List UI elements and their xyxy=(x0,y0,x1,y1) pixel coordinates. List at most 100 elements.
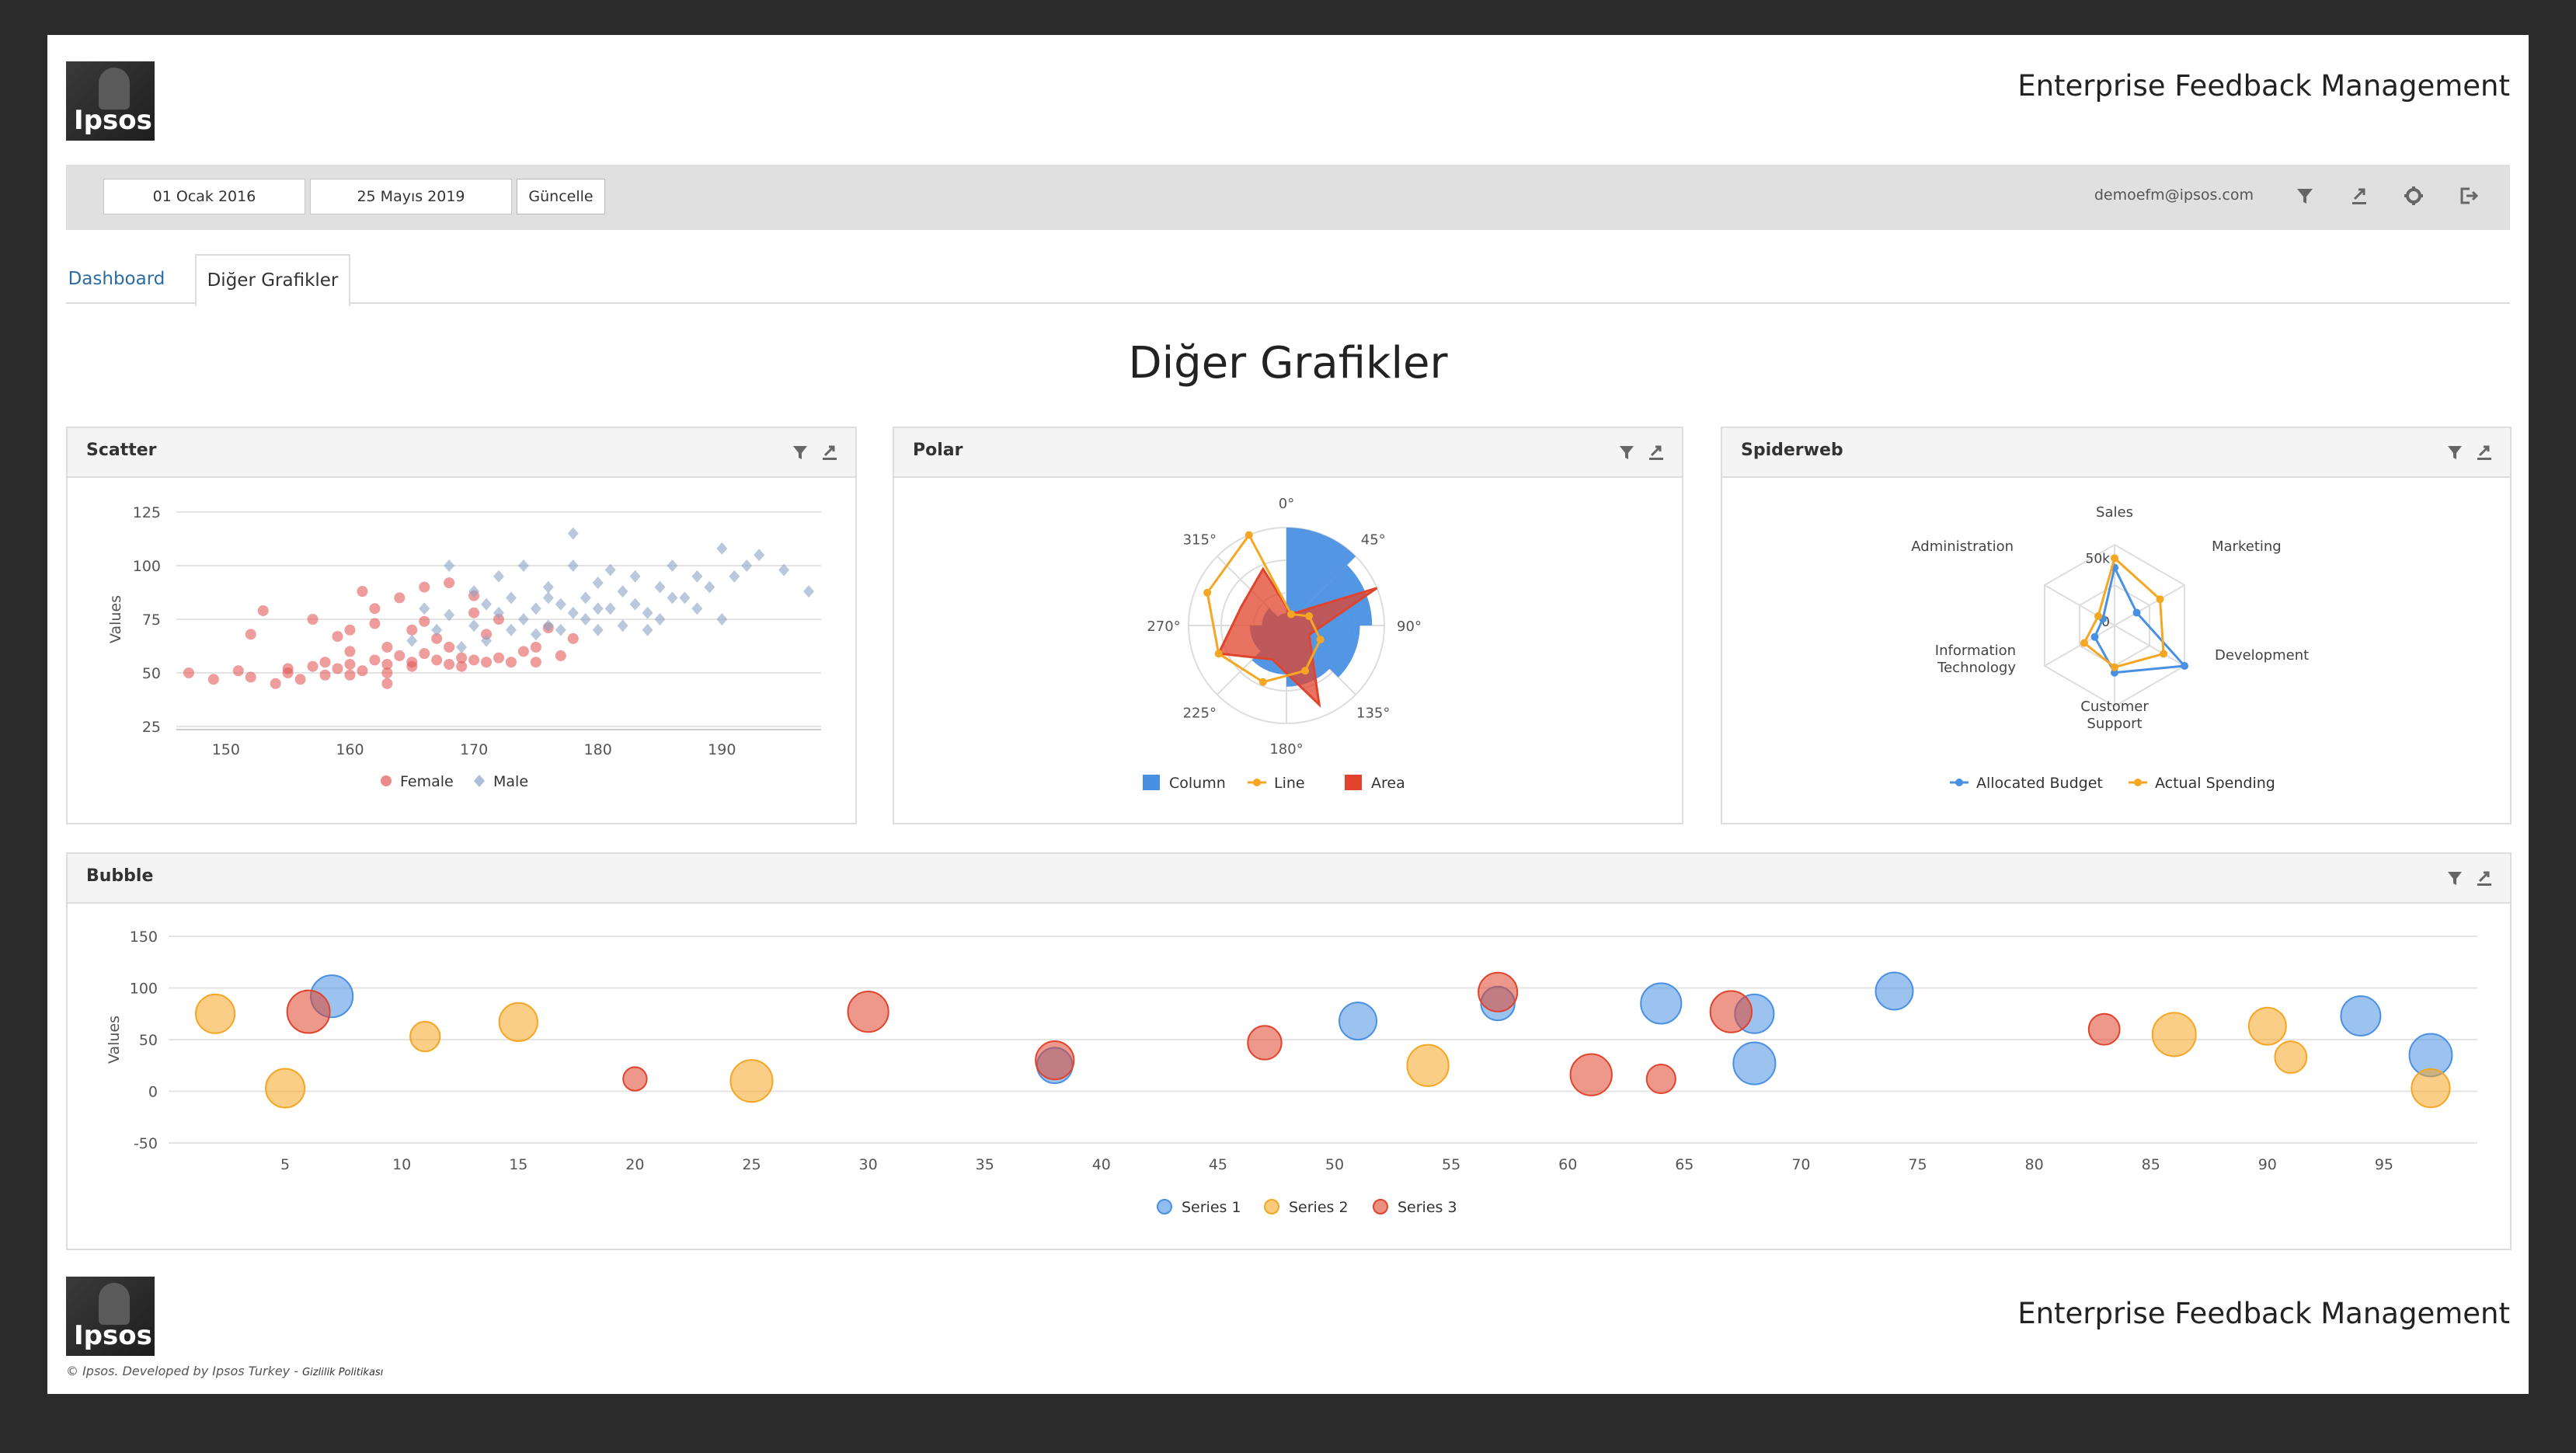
scatter-point-male xyxy=(555,598,566,611)
bubble-point-series-1 xyxy=(1732,1041,1777,1085)
x-tick-label: 95 xyxy=(2375,1156,2393,1173)
scatter-point-female xyxy=(332,663,343,674)
spider-spoke xyxy=(2044,625,2115,667)
bubble-chart: -50 0 50 100 150 5 10 15 20 25 30 35 40 45 50 55 60 65 70 7… xyxy=(106,929,2477,1216)
polar-angle-label: 315° xyxy=(1183,531,1217,548)
scatter-point-male xyxy=(542,580,554,594)
panel-title: Polar xyxy=(913,441,963,460)
scatter-point-male xyxy=(406,634,418,647)
scatter-point-male xyxy=(704,580,715,594)
export-icon[interactable] xyxy=(818,441,841,464)
scatter-point-male xyxy=(555,623,566,636)
polar-angle-label: 90° xyxy=(1397,618,1422,635)
tab-dashboard[interactable]: Dashboard xyxy=(68,269,165,289)
end-date-input[interactable]: 25 Mayıs 2019 xyxy=(310,179,512,214)
legend-marker-dot xyxy=(1253,779,1261,786)
filter-icon[interactable] xyxy=(2291,182,2319,210)
scatter-point-male xyxy=(419,602,430,615)
polar-line-point xyxy=(1316,636,1325,644)
legend-marker xyxy=(474,775,485,787)
filter-icon[interactable] xyxy=(788,441,812,464)
spider-axis-label: Development xyxy=(2215,647,2309,664)
start-date-input[interactable]: 01 Ocak 2016 xyxy=(103,179,305,214)
panel-title: Scatter xyxy=(86,441,157,460)
bubble-point-series-2 xyxy=(2151,1012,2197,1058)
scatter-point-male xyxy=(517,613,529,625)
bubble-point-series-3 xyxy=(847,991,889,1033)
legend-label: Series 3 xyxy=(1398,1199,1457,1216)
spider-spoke xyxy=(2114,625,2185,667)
filter-icon[interactable] xyxy=(2443,866,2466,890)
scatter-point-male xyxy=(505,623,517,636)
polar-line-point xyxy=(1305,612,1314,620)
bubble-point-series-2 xyxy=(2274,1040,2308,1075)
spider-axis-label: Customer xyxy=(2080,699,2149,715)
y-axis-label: Values xyxy=(107,595,124,643)
polar-column-bar xyxy=(1286,528,1356,625)
legend-marker xyxy=(381,775,392,786)
spider-axis-label: Information xyxy=(1935,643,2016,659)
scatter-point-male xyxy=(617,585,628,598)
bubble-point-series-3 xyxy=(1645,1063,1676,1095)
x-tick-label: 50 xyxy=(1325,1156,1344,1173)
bubble-point-series-2 xyxy=(729,1059,774,1103)
update-button[interactable]: Güncelle xyxy=(517,179,605,214)
scatter-point-male xyxy=(517,559,529,572)
footer-copyright: © Ipsos. Developed by Ipsos Turkey - Giz… xyxy=(66,1364,383,1378)
export-icon[interactable] xyxy=(2473,441,2496,464)
scatter-point-female xyxy=(456,652,468,664)
filter-icon[interactable] xyxy=(2443,441,2466,464)
scatter-point-female xyxy=(381,678,393,689)
legend-marker xyxy=(1143,775,1160,790)
logo-head-icon xyxy=(99,1283,130,1325)
y-tick-label: 125 xyxy=(133,504,161,521)
scatter-point-female xyxy=(270,678,281,689)
panel-title: Bubble xyxy=(86,866,154,886)
scatter-point-female xyxy=(481,629,493,640)
spider-axis-label: Administration xyxy=(1911,538,2014,555)
scatter-point-male xyxy=(580,613,591,625)
export-icon[interactable] xyxy=(2345,182,2373,210)
spider-series-point xyxy=(2111,554,2118,563)
logout-icon[interactable] xyxy=(2454,182,2482,210)
export-icon[interactable] xyxy=(2473,866,2496,890)
polar-area-series xyxy=(1217,566,1378,708)
scatter-point-female xyxy=(406,624,418,636)
tab-bar-divider xyxy=(66,302,2510,304)
settings-gear-icon[interactable] xyxy=(2400,182,2428,210)
scatter-point-male xyxy=(667,559,678,572)
bubble-point-series-2 xyxy=(265,1068,306,1109)
spider-r-tick: 0 xyxy=(2101,615,2110,630)
legend-label: Actual Spending xyxy=(2155,775,2275,792)
x-tick-label: 80 xyxy=(2025,1156,2044,1173)
bubble-panel: Bubble -50 0 50 100 150 5 10 15 20 25 30 35 40 45 50 55… xyxy=(66,852,2512,1250)
x-tick-label: 190 xyxy=(708,741,736,758)
scatter-point-male xyxy=(567,606,579,619)
scatter-point-male xyxy=(505,591,517,605)
scatter-point-female xyxy=(530,641,541,653)
export-icon[interactable] xyxy=(1645,441,1668,464)
panel-header: Spiderweb xyxy=(1722,428,2510,478)
scatter-point-female xyxy=(307,614,319,625)
scatter-point-female xyxy=(369,618,381,629)
filter-icon[interactable] xyxy=(1615,441,1638,464)
tab-diger-grafikler[interactable]: Diğer Grafikler xyxy=(195,254,350,307)
scatter-point-female xyxy=(555,650,566,661)
scatter-point-female xyxy=(381,658,393,670)
scatter-point-male xyxy=(691,602,703,615)
privacy-policy-link[interactable]: Gizlilik Politikası xyxy=(302,1367,384,1378)
scatter-point-female xyxy=(357,586,368,598)
legend-marker-dot xyxy=(2134,779,2142,786)
y-tick-label: -50 xyxy=(134,1135,158,1152)
polar-angle-label: 270° xyxy=(1147,618,1180,635)
scatter-point-female xyxy=(232,665,244,677)
bubble-point-series-3 xyxy=(1247,1025,1283,1061)
panel-header: Scatter xyxy=(68,428,855,478)
scatter-point-female xyxy=(381,641,393,653)
scatter-point-male xyxy=(667,591,678,605)
spider-axis-label: Support xyxy=(2087,716,2142,732)
scatter-point-female xyxy=(307,660,319,672)
scatter-point-female xyxy=(257,605,269,616)
scatter-point-female xyxy=(505,657,517,668)
y-tick-label: 50 xyxy=(139,1032,158,1049)
